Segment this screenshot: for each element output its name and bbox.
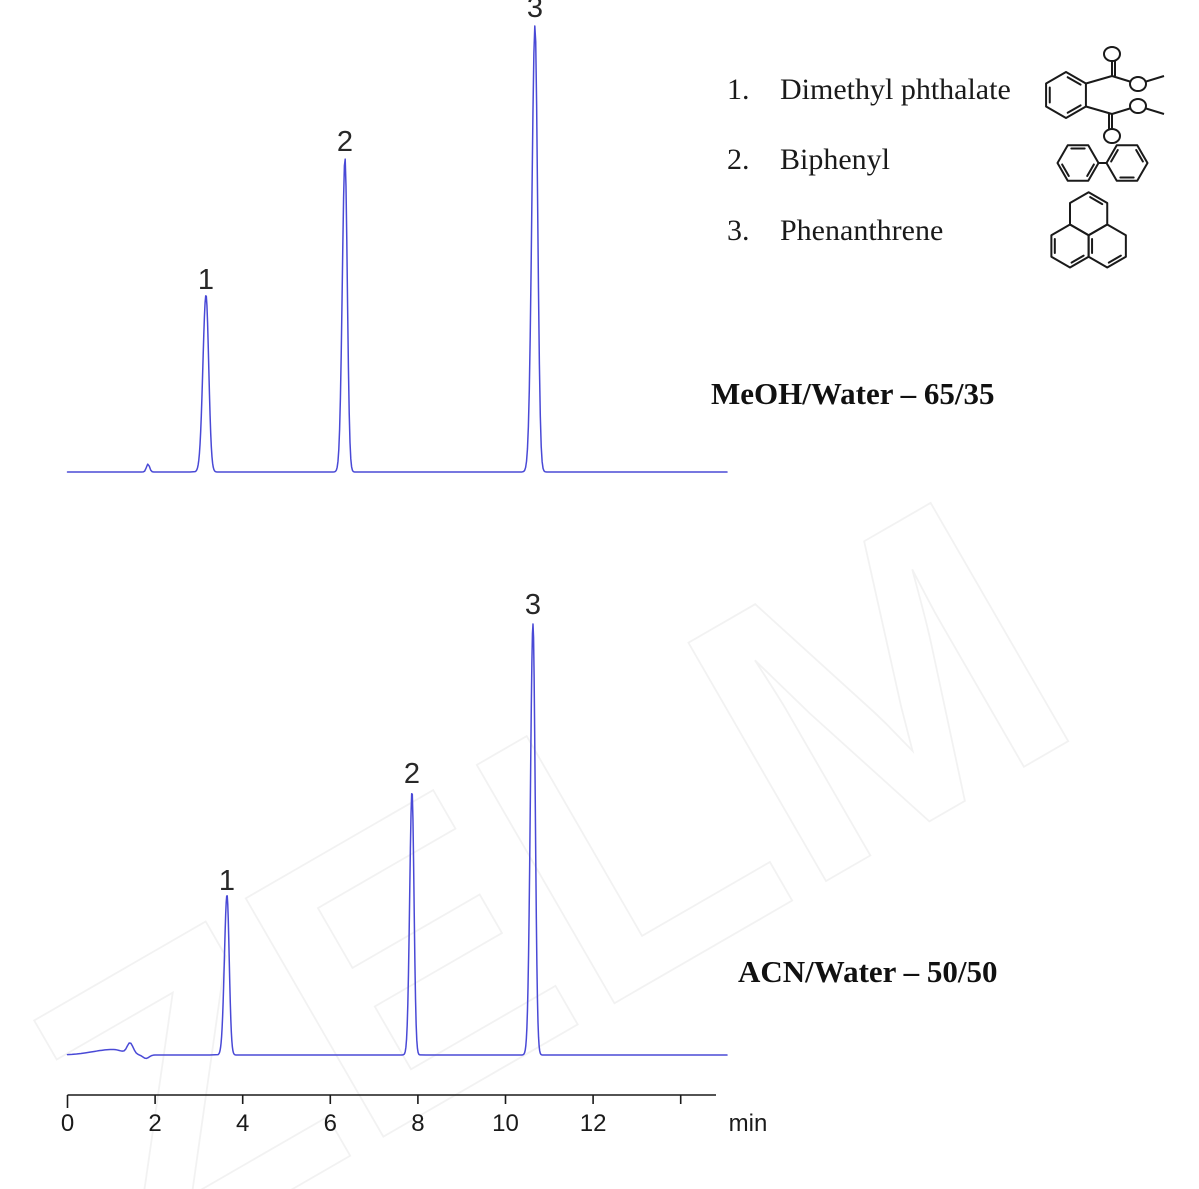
svg-text:8: 8: [411, 1110, 424, 1137]
svg-text:3: 3: [525, 589, 541, 621]
svg-text:3: 3: [527, 0, 543, 24]
svg-text:Phenanthrene: Phenanthrene: [780, 214, 943, 247]
svg-text:1.: 1.: [727, 73, 750, 106]
svg-text:Biphenyl: Biphenyl: [780, 143, 890, 176]
svg-text:ACN/Water – 50/50: ACN/Water – 50/50: [738, 954, 997, 989]
svg-text:4: 4: [236, 1110, 249, 1137]
svg-text:12: 12: [580, 1110, 607, 1137]
svg-text:1: 1: [198, 264, 214, 296]
svg-text:min: min: [729, 1110, 768, 1137]
svg-text:1: 1: [219, 865, 235, 897]
svg-text:MeOH/Water – 65/35: MeOH/Water – 65/35: [711, 376, 995, 411]
svg-text:2: 2: [148, 1110, 161, 1137]
svg-text:Dimethyl phthalate: Dimethyl phthalate: [780, 73, 1011, 106]
svg-text:2.: 2.: [727, 143, 750, 176]
svg-text:3.: 3.: [727, 214, 750, 247]
svg-text:2: 2: [404, 758, 420, 790]
svg-text:10: 10: [492, 1110, 519, 1137]
svg-text:ZELM: ZELM: [0, 414, 1134, 1189]
svg-text:2: 2: [337, 126, 353, 158]
svg-text:6: 6: [324, 1110, 337, 1137]
svg-text:0: 0: [61, 1110, 74, 1137]
